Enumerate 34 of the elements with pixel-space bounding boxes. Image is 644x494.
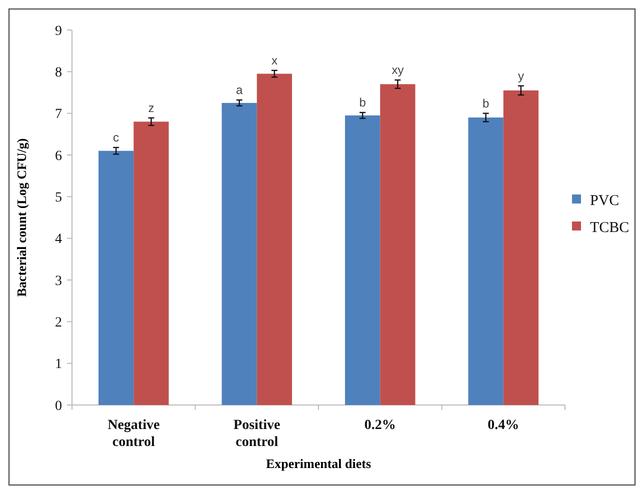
data-label: xy <box>392 63 404 77</box>
x-tick-label: 0.4% <box>488 418 520 433</box>
x-tick-label: Negative control <box>108 418 160 450</box>
bar <box>468 118 504 405</box>
bar <box>134 122 169 405</box>
legend-label: TCBC <box>590 220 630 236</box>
x-tick-label: 0.2% <box>364 418 396 433</box>
bar <box>256 74 292 405</box>
legend-label: PVC <box>590 192 620 209</box>
y-tick-label: 3 <box>55 274 62 289</box>
y-tick-label: 6 <box>55 148 62 164</box>
x-tick-label: Positive control <box>234 418 280 450</box>
data-label: a <box>236 83 243 97</box>
y-tick-label: 4 <box>55 232 62 248</box>
bar <box>222 102 257 405</box>
y-axis-title: Bacterial count (Log CFU/g) <box>14 138 29 297</box>
y-tick-label: 9 <box>55 24 62 39</box>
bar <box>380 84 416 405</box>
data-label: x <box>271 53 278 68</box>
bar <box>345 115 380 405</box>
y-tick-label: 2 <box>55 316 62 331</box>
bar <box>503 90 538 405</box>
data-label: y <box>518 68 524 83</box>
data-label: b <box>482 96 490 110</box>
y-tick-label: 5 <box>55 190 62 206</box>
y-tick-label: 8 <box>55 66 62 81</box>
y-tick-label: 1 <box>55 357 62 372</box>
bar <box>98 150 134 405</box>
x-axis-title: Experimental diets <box>266 456 372 471</box>
data-label: b <box>359 96 366 110</box>
y-tick-label: 7 <box>55 107 62 122</box>
data-label: z <box>148 100 154 115</box>
y-tick-label: 0 <box>55 398 62 414</box>
data-label: c <box>113 130 120 144</box>
